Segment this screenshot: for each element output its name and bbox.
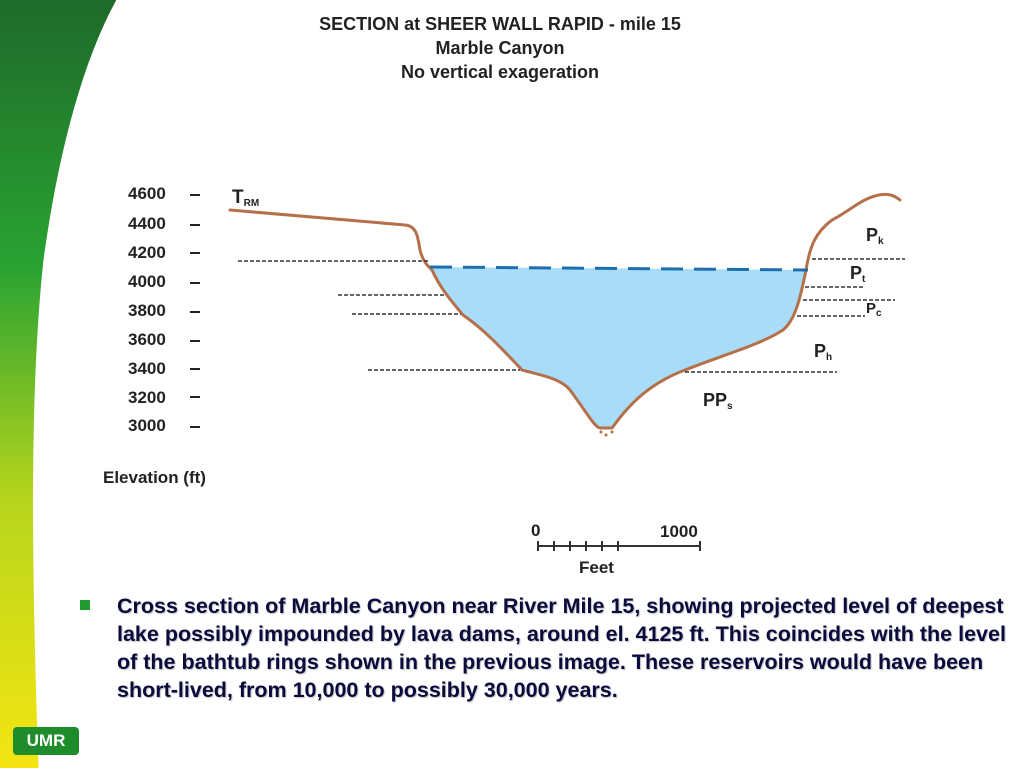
side-band-decoration (0, 0, 120, 768)
lake-surface-line (429, 265, 809, 272)
unit-label-pt: Pt (850, 263, 866, 285)
lake-fill (430, 267, 806, 428)
elevation-tick-mark (190, 368, 200, 370)
unit-label-pk: Pk (866, 225, 884, 247)
elevation-tick-mark (190, 224, 200, 226)
elevation-tick-mark (190, 282, 200, 284)
elevation-tick-label: 3000 (128, 416, 166, 435)
scale-unit-label: Feet (579, 558, 614, 577)
elevation-tick-label: 3800 (128, 301, 166, 320)
elevation-tick-mark (190, 194, 200, 196)
elevation-tick-mark (190, 426, 200, 428)
elevation-tick-label: 4600 (128, 184, 166, 203)
unit-label-pc: Pc (866, 300, 882, 319)
bullet-icon (80, 600, 90, 610)
unit-label-trm: TRM (232, 187, 260, 209)
channel-sediment (599, 430, 614, 437)
elevation-tick-mark (190, 340, 200, 342)
title-line-1: SECTION at SHEER WALL RAPID - mile 15 (319, 14, 681, 34)
elevation-tick-label: 4400 (128, 214, 166, 233)
caption-block: Cross section of Marble Canyon near Rive… (80, 592, 1015, 704)
elevation-tick-mark (190, 396, 200, 398)
umr-logo: UMR (13, 727, 79, 755)
elevation-tick-label: 3600 (128, 330, 166, 349)
scale-end-label: 1000 (660, 522, 698, 541)
elevation-axis-title: Elevation (ft) (103, 468, 206, 487)
elevation-tick-mark (190, 311, 200, 313)
scale-bar (537, 541, 701, 551)
elevation-tick-label: 4000 (128, 272, 166, 291)
scale-start-label: 0 (531, 521, 541, 540)
canyon-profile (228, 192, 902, 430)
elevation-tick-label: 3200 (128, 388, 166, 407)
unit-label-ph: Ph (814, 341, 833, 363)
elevation-tick-label: 4200 (128, 243, 166, 262)
title-line-3: No vertical exageration (400, 62, 600, 82)
elevation-tick-mark (190, 252, 200, 254)
unit-label-pps: PPs (703, 390, 733, 412)
caption-text: Cross section of Marble Canyon near Rive… (117, 594, 1006, 702)
contact-lines (238, 258, 905, 373)
elevation-tick-label: 3400 (128, 359, 166, 378)
title-line-2: Marble Canyon (435, 38, 565, 58)
